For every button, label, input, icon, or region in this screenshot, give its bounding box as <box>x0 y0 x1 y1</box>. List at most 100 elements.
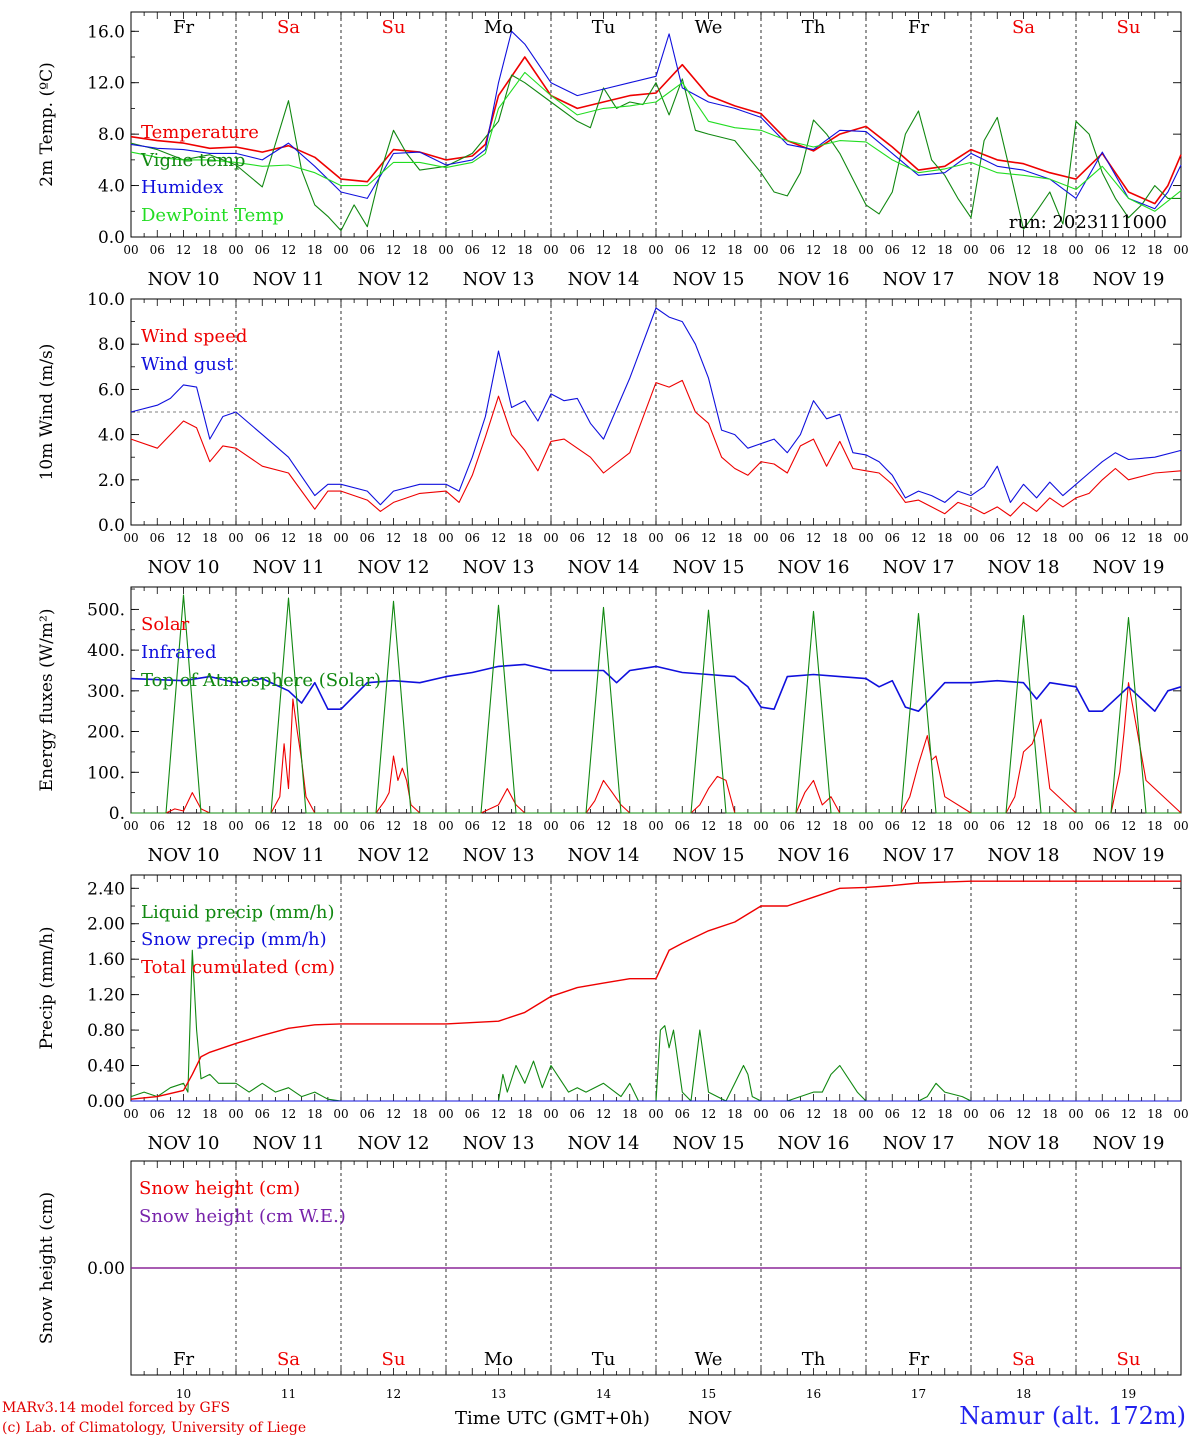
hour-tick-label: 06 <box>780 819 795 833</box>
hour-tick-label: 18 <box>412 819 427 833</box>
hour-tick-label: 12 <box>176 243 191 257</box>
hour-tick-label: 18 <box>307 243 322 257</box>
hour-tick-label: 18 <box>727 531 742 545</box>
hour-tick-label: 12 <box>386 819 401 833</box>
date-label: NOV 16 <box>778 269 850 290</box>
hour-tick-label: 06 <box>255 531 270 545</box>
hour-tick-label: 06 <box>465 1107 480 1121</box>
hour-tick-label: 06 <box>1095 243 1110 257</box>
time-axis-title: Time UTC (GMT+0h) <box>455 1408 650 1429</box>
hour-tick-label: 00 <box>1173 531 1188 545</box>
date-label: NOV 17 <box>883 845 955 866</box>
day-number: 11 <box>281 1387 296 1401</box>
hour-tick-label: 00 <box>858 819 873 833</box>
day-number: 10 <box>176 1387 191 1401</box>
hour-tick-label: 12 <box>386 531 401 545</box>
date-label: NOV 12 <box>358 557 430 578</box>
energy-legend-entry: Solar <box>141 614 190 635</box>
y-tick-label: 16.0 <box>87 22 125 42</box>
hour-tick-label: 00 <box>228 1107 243 1121</box>
hour-tick-label: 18 <box>307 531 322 545</box>
weekday-label: Sa <box>277 1349 300 1370</box>
date-label: NOV 12 <box>358 845 430 866</box>
date-label: NOV 12 <box>358 1133 430 1154</box>
hour-tick-label: 18 <box>1147 819 1162 833</box>
temp-series-line <box>130 71 1182 212</box>
hour-tick-label: 06 <box>570 1107 585 1121</box>
date-label: NOV 12 <box>358 269 430 290</box>
temp-series-line <box>130 30 1182 210</box>
y-tick-label: 4.0 <box>98 177 125 197</box>
y-tick-label: 4.0 <box>98 426 125 446</box>
hour-tick-label: 18 <box>622 531 637 545</box>
wind-panel <box>130 298 1182 526</box>
energy-legend-entry: Top of Atmosphere (Solar) <box>141 670 381 691</box>
hour-tick-label: 00 <box>858 243 873 257</box>
run-label: run: 2023111000 <box>1009 212 1167 233</box>
temp-legend-entry: Vigne temp <box>140 150 245 171</box>
y-tick-label: 2.40 <box>87 879 125 899</box>
weekday-label: Fr <box>908 17 929 38</box>
weekday-label: Tu <box>592 17 616 38</box>
precip-panel <box>130 874 1182 1102</box>
wind-series-line <box>130 307 1182 506</box>
weekday-label: Th <box>802 17 826 38</box>
hour-tick-label: 06 <box>675 819 690 833</box>
hour-tick-label: 06 <box>885 243 900 257</box>
date-label: NOV 14 <box>568 845 640 866</box>
weekday-label: Su <box>382 1349 406 1370</box>
date-label: NOV 13 <box>463 269 535 290</box>
hour-tick-label: 06 <box>990 819 1005 833</box>
hour-tick-label: 06 <box>780 243 795 257</box>
energy-panel <box>130 586 1182 814</box>
hour-tick-label: 18 <box>202 243 217 257</box>
hour-tick-label: 18 <box>307 1107 322 1121</box>
hour-tick-label: 06 <box>570 531 585 545</box>
hour-tick-label: 18 <box>832 1107 847 1121</box>
hour-tick-label: 00 <box>963 243 978 257</box>
weekday-label: Fr <box>173 17 194 38</box>
hour-tick-label: 00 <box>333 243 348 257</box>
hour-tick-label: 12 <box>281 531 296 545</box>
hour-tick-label: 00 <box>1173 819 1188 833</box>
weekday-label: Su <box>1117 1349 1141 1370</box>
y-tick-label: 8.0 <box>98 335 125 355</box>
precip-series-line <box>130 880 1181 1100</box>
hour-tick-label: 18 <box>727 819 742 833</box>
date-label: NOV 15 <box>673 269 745 290</box>
y-tick-label: 0.0 <box>98 228 125 248</box>
date-label: NOV 19 <box>1093 269 1165 290</box>
hour-tick-label: 00 <box>1068 243 1083 257</box>
hour-tick-label: 18 <box>1042 243 1057 257</box>
hour-tick-label: 06 <box>675 1107 690 1121</box>
hour-tick-label: 12 <box>806 1107 821 1121</box>
day-number: 14 <box>596 1387 612 1401</box>
hour-tick-label: 06 <box>885 819 900 833</box>
hour-tick-label: 00 <box>123 819 138 833</box>
date-label: NOV 17 <box>883 557 955 578</box>
hour-tick-label: 12 <box>386 1107 401 1121</box>
hour-tick-label: 12 <box>911 1107 926 1121</box>
hour-tick-label: 12 <box>701 531 716 545</box>
temp-series-line <box>130 56 1182 205</box>
hour-tick-label: 00 <box>648 243 663 257</box>
date-label: NOV 11 <box>253 269 325 290</box>
day-number: 16 <box>806 1387 821 1401</box>
day-number: 17 <box>911 1387 926 1401</box>
hour-tick-label: 18 <box>412 1107 427 1121</box>
weekday-label: We <box>695 1349 723 1370</box>
weekday-label: Sa <box>277 17 300 38</box>
precip-series-line <box>130 949 1181 1102</box>
hour-tick-label: 00 <box>963 1107 978 1121</box>
hour-tick-label: 00 <box>228 531 243 545</box>
hour-tick-label: 12 <box>596 243 611 257</box>
hour-tick-label: 12 <box>491 243 506 257</box>
hour-tick-label: 00 <box>963 819 978 833</box>
hour-tick-label: 00 <box>648 1107 663 1121</box>
weekday-label: Mo <box>484 17 513 38</box>
hour-tick-label: 18 <box>1042 531 1057 545</box>
precip-legend-entry: Snow precip (mm/h) <box>141 929 327 950</box>
hour-tick-label: 06 <box>360 243 375 257</box>
